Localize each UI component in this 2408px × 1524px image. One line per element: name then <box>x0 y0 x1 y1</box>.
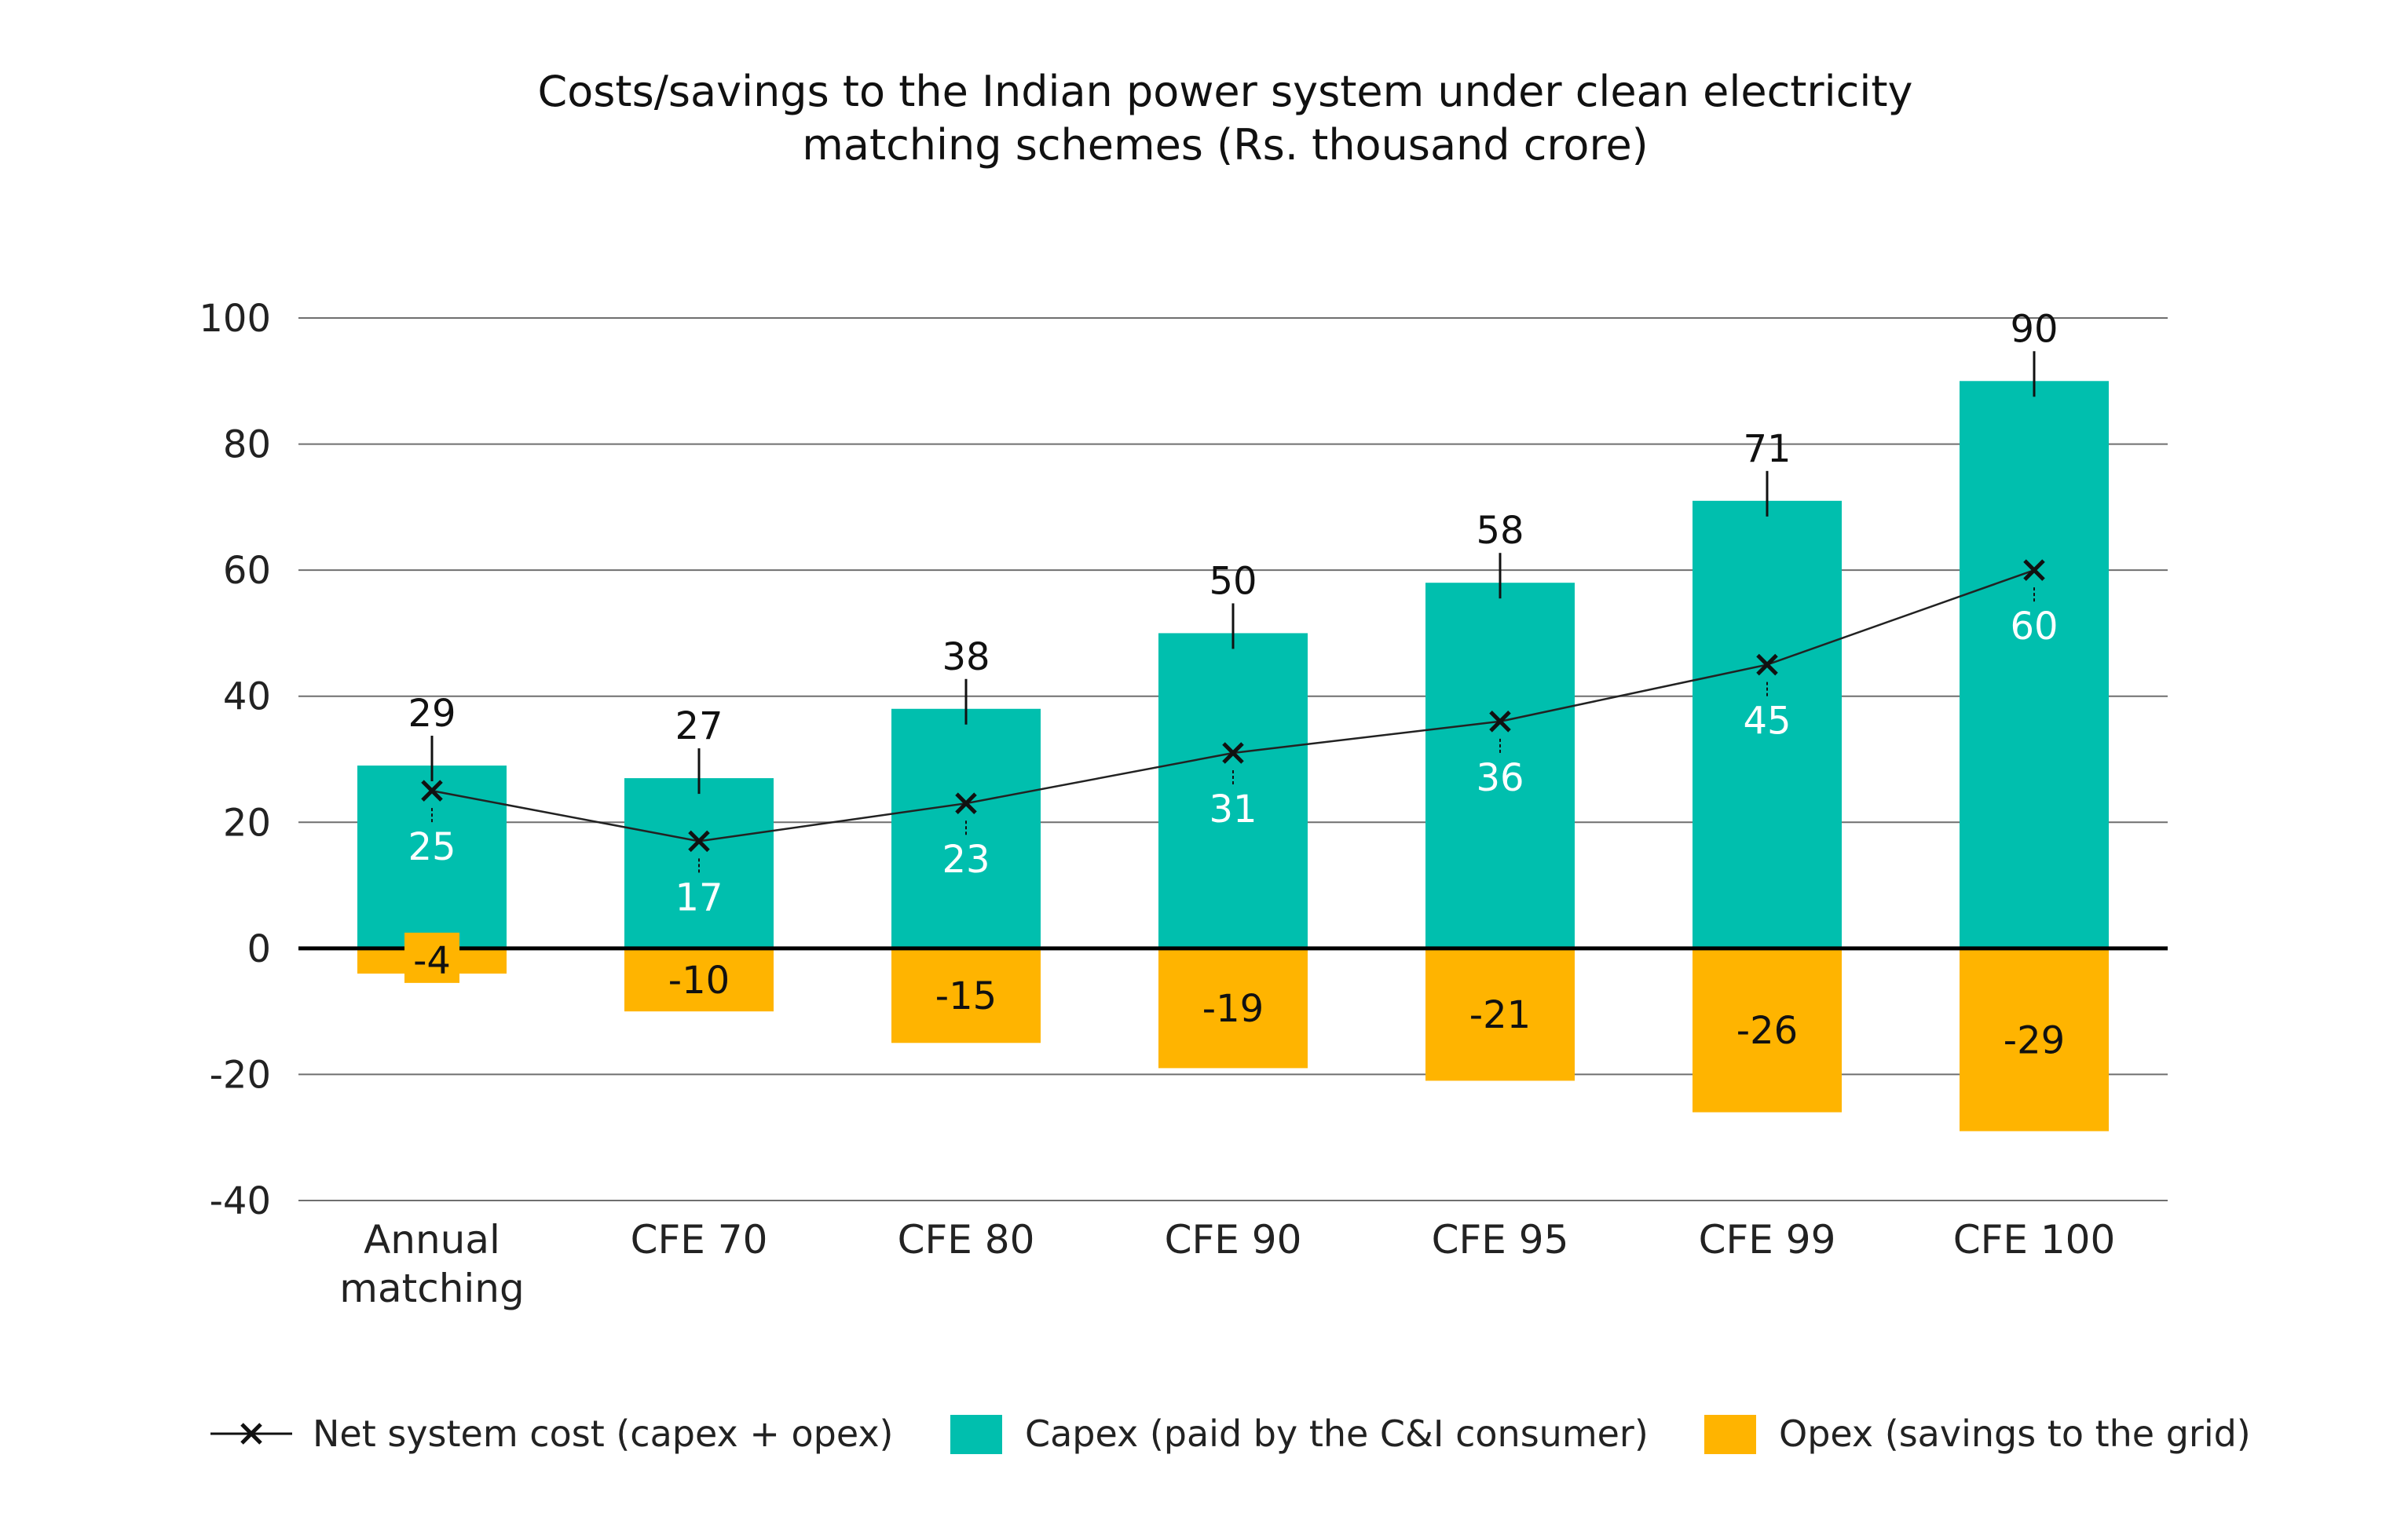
y-tick-label: -20 <box>210 1053 271 1097</box>
marker-stroke <box>421 780 443 802</box>
net-cost-marker <box>688 830 710 853</box>
x-category-label: CFE 100 <box>1953 1217 2116 1263</box>
net-cost-marker <box>1756 653 1778 676</box>
legend-net-marker <box>240 1423 262 1445</box>
opex-label-background <box>404 932 459 983</box>
net-value-label: 45 <box>1743 700 1791 744</box>
x-category-label: CFE 70 <box>631 1217 768 1263</box>
marker-stroke <box>2023 559 2045 581</box>
x-category-label: CFE 80 <box>898 1217 1035 1263</box>
capex-value-label: 71 <box>1743 427 1791 471</box>
net-value-label: 31 <box>1209 788 1257 831</box>
opex-bar <box>624 948 774 1012</box>
y-tick-label: 0 <box>247 927 271 971</box>
x-category-label: CFE 95 <box>1432 1217 1569 1263</box>
opex-value-label: -21 <box>1469 993 1531 1037</box>
marker-stroke <box>1756 653 1778 676</box>
capex-value-label: 90 <box>2010 307 2058 351</box>
capex-value-label: 29 <box>408 692 456 736</box>
legend-label-net: Net system cost (capex + opex) <box>313 1413 893 1455</box>
net-value-label: 60 <box>2010 605 2058 649</box>
opex-value-label: -29 <box>2004 1018 2065 1062</box>
legend-label-capex: Capex (paid by the C&I consumer) <box>1025 1413 1649 1455</box>
chart-title: Costs/savings to the Indian power system… <box>538 67 1913 170</box>
opex-bar <box>1693 948 1842 1113</box>
opex-bar <box>1960 948 2109 1131</box>
bars <box>357 381 2109 1131</box>
capex-value-label: 58 <box>1476 509 1524 553</box>
net-cost-marker <box>2023 559 2045 581</box>
net-cost-marker <box>421 780 443 802</box>
y-tick-label: 80 <box>223 423 271 467</box>
capex-bar <box>1693 500 1842 948</box>
net-value-label: 17 <box>675 875 723 919</box>
marker-stroke <box>1489 711 1511 733</box>
legend: Net system cost (capex + opex) Capex (pai… <box>210 1413 2251 1455</box>
capex-value-label: 38 <box>942 635 990 679</box>
capex-bar <box>1960 381 2109 948</box>
x-category-label: CFE 90 <box>1165 1217 1302 1263</box>
y-axis: 100 80 60 40 20 0 -20 -40 <box>199 297 271 1223</box>
capex-value-label: 50 <box>1209 559 1257 603</box>
legend-capex-swatch <box>950 1415 1002 1454</box>
x-category-label: CFE 99 <box>1699 1217 1836 1263</box>
capex-bar <box>357 766 507 948</box>
x-category-label: Annual <box>364 1217 500 1263</box>
y-tick-label: -40 <box>210 1179 271 1223</box>
opex-value-label: -26 <box>1736 1009 1798 1053</box>
opex-value-label: -4 <box>413 939 451 983</box>
chart-title-line: matching schemes (Rs. thousand crore) <box>802 120 1649 170</box>
data-labels: 29 -4 25 27 -10 17 38 -15 23 50 -19 31 58 -21 36 71 -26 4… <box>404 307 2065 1062</box>
legend-opex-swatch <box>1704 1415 1756 1454</box>
net-value-label: 25 <box>408 825 456 869</box>
net-value-label: 23 <box>942 838 990 882</box>
chart-title-line: Costs/savings to the Indian power system… <box>538 67 1913 116</box>
y-tick-label: 20 <box>223 801 271 845</box>
capex-bar <box>1158 633 1308 948</box>
opex-value-label: -10 <box>668 959 730 1003</box>
opex-value-label: -19 <box>1202 987 1264 1031</box>
y-tick-label: 60 <box>223 549 271 593</box>
net-cost-marker <box>1489 711 1511 733</box>
capex-value-label: 27 <box>675 704 723 748</box>
opex-bar <box>1425 948 1575 1081</box>
marker-stroke <box>688 830 710 853</box>
y-tick-label: 100 <box>199 297 271 341</box>
opex-bar <box>891 948 1041 1043</box>
net-cost-marker <box>1222 742 1244 764</box>
opex-value-label: -15 <box>935 974 997 1018</box>
capex-bar <box>624 778 774 948</box>
net-cost-line <box>421 559 2045 853</box>
capex-bar <box>1425 583 1575 948</box>
marker-stroke <box>1222 742 1244 764</box>
opex-bar <box>1158 948 1308 1069</box>
legend-label-opex: Opex (savings to the grid) <box>1779 1413 2251 1455</box>
net-cost-marker <box>955 792 977 814</box>
marker-stroke <box>955 792 977 814</box>
x-category-label: matching <box>339 1266 524 1311</box>
net-value-label: 36 <box>1476 756 1524 800</box>
y-tick-label: 40 <box>223 675 271 719</box>
